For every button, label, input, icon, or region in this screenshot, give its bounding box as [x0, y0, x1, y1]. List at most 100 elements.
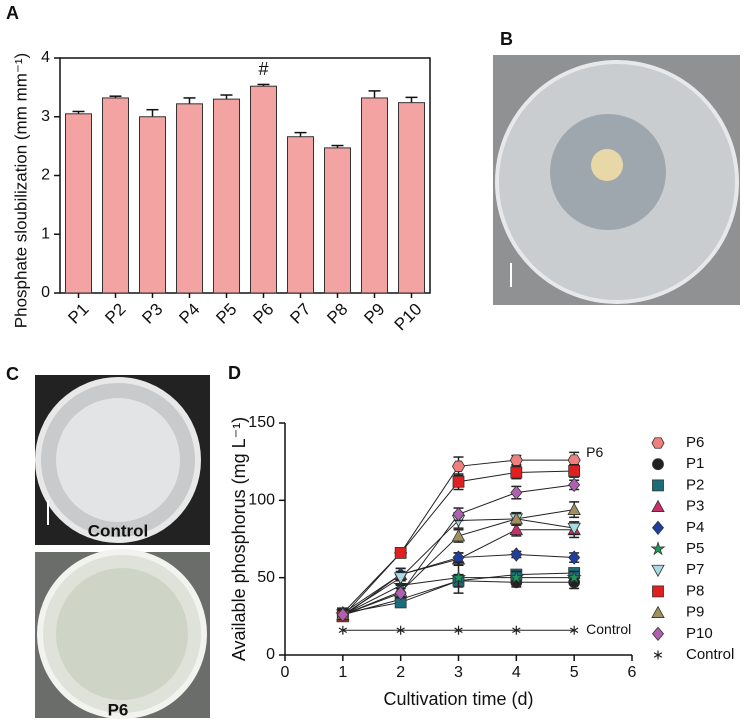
x-tick-label: 3: [454, 664, 463, 681]
data-point: [568, 477, 581, 493]
y-tick-label: 4: [41, 49, 50, 66]
data-point: [508, 569, 524, 585]
x-tick-label: P7: [286, 300, 314, 328]
series-line: [342, 484, 575, 616]
data-point: [509, 522, 524, 536]
panel-label: B: [500, 29, 513, 49]
legend-label: P10: [686, 625, 713, 642]
legend-marker: [651, 499, 665, 512]
data-point: [568, 465, 581, 477]
legend-label: P8: [686, 582, 704, 599]
legend-marker: [652, 458, 664, 471]
data-point: [454, 625, 463, 635]
bar: [139, 116, 166, 294]
x-tick-label: 1: [338, 664, 347, 681]
data-point: [510, 466, 523, 479]
legend-label: P5: [686, 540, 704, 557]
y-tick-label: 150: [248, 414, 275, 431]
legend-label: P9: [686, 604, 704, 621]
bar: [213, 98, 240, 294]
x-tick-label: 0: [281, 664, 290, 681]
bar: [361, 97, 388, 294]
data-point: [568, 550, 581, 565]
x-tick-label: P8: [323, 300, 351, 328]
data-point: [451, 529, 466, 542]
data-point: [452, 507, 465, 522]
legend-label: P6: [686, 434, 704, 451]
data-point: [450, 569, 467, 585]
data-point: [512, 625, 521, 635]
legend-label: P7: [686, 561, 704, 578]
medium: [56, 398, 180, 522]
legend-marker: [651, 626, 665, 642]
legend-marker: [651, 564, 665, 578]
data-point: [510, 485, 523, 500]
x-tick-label: P6: [249, 300, 277, 328]
y-axis-label: Available phosphorus (mg L⁻¹): [229, 417, 249, 661]
x-tick-label: P1: [64, 300, 92, 328]
x-tick-label: P5: [212, 300, 240, 328]
data-point: [452, 475, 465, 488]
x-tick-label: P2: [101, 300, 129, 328]
x-tick-label: P4: [175, 300, 203, 328]
legend-label: P3: [686, 498, 704, 515]
legend-label: P2: [686, 476, 704, 493]
bar: [287, 136, 314, 294]
data-point: [394, 547, 407, 559]
bar: [65, 113, 92, 294]
y-tick-label: 50: [257, 569, 275, 586]
legend-label: Control: [686, 646, 734, 663]
data-point: [567, 454, 581, 466]
y-axis-label: Phosphate sloubilization (mm mm⁻¹): [11, 53, 30, 328]
data-point: [566, 569, 582, 585]
legend-label: P4: [686, 519, 704, 536]
legend-marker: [651, 605, 665, 618]
data-point: [510, 547, 523, 562]
x-tick-label: P3: [138, 300, 166, 328]
y-tick-label: 3: [41, 108, 50, 125]
photo-b: B: [493, 29, 740, 305]
photo-caption: Control: [88, 521, 148, 540]
colony: [591, 149, 623, 181]
x-tick-label: 2: [396, 664, 405, 681]
y-tick-label: 1: [41, 225, 50, 242]
bar: [250, 85, 277, 294]
data-point: [393, 572, 408, 585]
data-point: [396, 625, 405, 635]
bar: [324, 147, 351, 294]
x-tick-label: 4: [512, 664, 521, 681]
data-point: [567, 522, 581, 536]
data-point: [509, 454, 523, 466]
legend-marker: [652, 585, 664, 598]
legend-label: P1: [686, 455, 704, 472]
panel-label: C: [6, 364, 19, 384]
annotation: #: [258, 59, 268, 79]
y-tick-label: 2: [41, 167, 50, 184]
y-tick-label: 100: [248, 492, 275, 509]
x-tick-label: P9: [360, 300, 388, 328]
x-tick-label: 5: [570, 664, 579, 681]
photo-caption: P6: [108, 700, 129, 719]
legend-marker: [651, 520, 665, 536]
legend-marker: [650, 541, 666, 556]
y-tick-label: 0: [266, 646, 275, 663]
panel-label: A: [6, 3, 19, 23]
legend-marker: [651, 437, 665, 449]
bar: [176, 103, 203, 294]
x-tick-label: 6: [628, 664, 637, 681]
data-point: [567, 502, 581, 515]
series-line: [342, 470, 575, 617]
annotation: P6: [586, 444, 603, 460]
y-tick-label: 0: [41, 284, 50, 301]
data-point: [394, 585, 407, 601]
x-tick-label: P10: [391, 300, 426, 335]
bar: [398, 102, 425, 294]
legend-marker: [653, 650, 663, 660]
data-point: [451, 460, 466, 472]
legend-marker: [652, 479, 664, 492]
x-axis-label: Cultivation time (d): [383, 689, 533, 709]
medium: [56, 568, 188, 700]
photo-c: Control P6 C: [6, 364, 210, 719]
data-point: [509, 512, 524, 525]
